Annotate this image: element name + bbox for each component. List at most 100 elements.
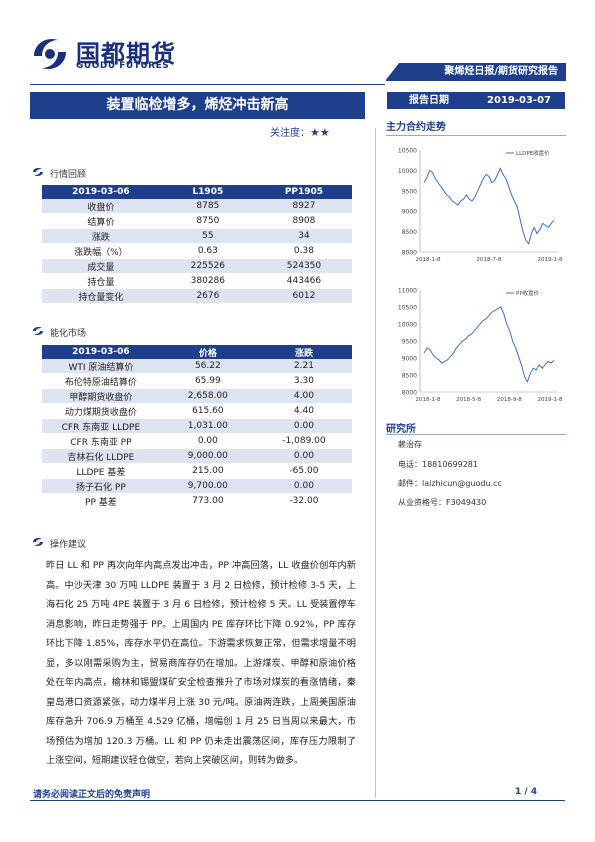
row-value: 215.00 xyxy=(159,463,256,479)
report-type-band: 聚烯烃日报/期货研究报告 xyxy=(385,63,566,81)
row-label: WTI 原油结算价 xyxy=(42,359,160,374)
table-header: 涨跌 xyxy=(255,345,352,359)
table-row: 持仓量变化 2676 6012 xyxy=(42,288,352,304)
row-label: 涨跌幅（%） xyxy=(42,243,160,259)
row-label: 结算价 xyxy=(42,213,160,229)
report-date-label: 报告日期 xyxy=(409,95,449,106)
x-tick-label: 2019-1-8 xyxy=(538,397,563,403)
row-value: 8927 xyxy=(255,199,352,214)
report-type: 聚烯烃日报/期货研究报告 xyxy=(444,66,558,77)
row-value: 0.00 xyxy=(159,433,256,449)
attention-rating: 关注度：★★ xyxy=(270,124,330,139)
row-value: 55 xyxy=(159,228,256,244)
license-label: 从业资格号： xyxy=(398,498,446,507)
row-value: 1,031.00 xyxy=(159,418,256,434)
main-contract-heading: 主力合约走势 xyxy=(386,122,446,133)
y-tick-label: 9500 xyxy=(402,188,417,195)
row-value: 9,700.00 xyxy=(159,478,256,494)
row-value: 0.00 xyxy=(255,478,352,494)
row-value: 443466 xyxy=(255,273,352,289)
row-value: 0.38 xyxy=(255,243,352,259)
x-tick-label: 2019-1-8 xyxy=(538,257,563,263)
page-title: 装置临检增多，烯烃冲击新高 xyxy=(30,92,365,119)
y-tick-label: 10500 xyxy=(398,148,417,155)
table-header: L1905 xyxy=(159,185,256,199)
row-label: 吉林石化 LLDPE xyxy=(42,448,160,464)
header-divider xyxy=(30,84,385,85)
row-value: 380286 xyxy=(159,273,256,289)
main-contract-divider xyxy=(386,135,566,136)
row-label: 成交量 xyxy=(42,258,160,274)
table-row: 成交量 225526 524350 xyxy=(42,258,352,274)
y-tick-label: 8500 xyxy=(402,229,417,236)
y-tick-label: 8500 xyxy=(402,373,417,380)
row-value: 4.00 xyxy=(255,388,352,404)
legend-label: PP收盘价 xyxy=(516,289,540,297)
table-row: 扬子石化 PP 9,700.00 0.00 xyxy=(42,478,352,494)
x-tick-label: 2018-9-8 xyxy=(497,397,522,403)
row-label: CFR 东南亚 PP xyxy=(42,433,160,449)
row-label: 甲醇期货收盘价 xyxy=(42,388,160,404)
page-number: 1 / 4 xyxy=(515,787,538,797)
y-tick-label: 9000 xyxy=(402,209,417,216)
guodu-logo-icon xyxy=(34,38,66,70)
row-value: -65.00 xyxy=(255,463,352,479)
row-value: 773.00 xyxy=(159,493,256,509)
legend-label: LLDPE收盘价 xyxy=(516,149,550,157)
y-tick-label: 10500 xyxy=(398,305,417,312)
y-tick-label: 8000 xyxy=(402,390,417,397)
row-label: 动力煤期货收盘价 xyxy=(42,403,160,419)
y-tick-label: 10000 xyxy=(398,322,417,329)
researcher-phone: 电话：18810699281 xyxy=(398,459,478,470)
row-value: 2,658.00 xyxy=(159,388,256,404)
table-row: LLDPE 基差 215.00 -65.00 xyxy=(42,463,352,479)
row-label: 布伦特原油结算价 xyxy=(42,373,160,389)
row-value: 6012 xyxy=(255,288,352,304)
y-tick-label: 8000 xyxy=(402,250,417,257)
report-date-value: 2019-03-07 xyxy=(487,95,551,106)
email-label: 邮件： xyxy=(398,479,422,488)
researcher-license: 从业资格号：F3049430 xyxy=(398,497,486,508)
row-value: 2.21 xyxy=(255,359,352,374)
row-value: 8785 xyxy=(159,199,256,214)
section-bullet-icon xyxy=(33,538,43,546)
table-row: 涨跌幅（%） 0.63 0.38 xyxy=(42,243,352,259)
row-value: 8908 xyxy=(255,213,352,229)
logo-chinese: 国都期货 xyxy=(76,40,176,68)
phone-label: 电话： xyxy=(398,460,422,469)
series-line xyxy=(423,306,555,383)
row-value: 615.60 xyxy=(159,403,256,419)
row-value: 2676 xyxy=(159,288,256,304)
table-row: PP 基差 773.00 -32.00 xyxy=(42,493,352,509)
y-tick-label: 11000 xyxy=(398,288,417,295)
table-row: 吉林石化 LLDPE 9,000.00 0.00 xyxy=(42,448,352,464)
row-label: CFR 东南亚 LLDPE xyxy=(42,418,160,434)
row-value: 0.00 xyxy=(255,448,352,464)
researcher-name: 赖治存 xyxy=(398,440,422,449)
row-label: 扬子石化 PP xyxy=(42,478,160,494)
table-row: 布伦特原油结算价 65.99 3.30 xyxy=(42,373,352,389)
row-label: 持仓量变化 xyxy=(42,288,160,304)
table-row: CFR 东南亚 LLDPE 1,031.00 0.00 xyxy=(42,418,352,434)
table-row: 涨跌 55 34 xyxy=(42,228,352,244)
operation-label: 操作建议 xyxy=(50,540,87,550)
row-label: 持仓量 xyxy=(42,273,160,289)
license-value: F3049430 xyxy=(446,498,487,507)
x-tick-label: 2018-1-8 xyxy=(416,397,441,403)
research-heading: 研究所 xyxy=(386,424,416,435)
row-value: 9,000.00 xyxy=(159,448,256,464)
section-bullet-icon xyxy=(33,168,43,176)
column-divider xyxy=(375,128,376,798)
energy-market-label: 能化市场 xyxy=(50,329,87,339)
row-label: 涨跌 xyxy=(42,228,160,244)
row-value: 56.22 xyxy=(159,359,256,374)
table-row: 持仓量 380286 443466 xyxy=(42,273,352,289)
market-review-label: 行情回顾 xyxy=(50,170,87,180)
table-row: 甲醇期货收盘价 2,658.00 4.00 xyxy=(42,388,352,404)
table-row: WTI 原油结算价 56.22 2.21 xyxy=(42,359,352,374)
email-value[interactable]: laizhicun@guodu.cc xyxy=(422,479,502,488)
disclaimer-link[interactable]: 请务必阅读正文后的免责声明 xyxy=(33,790,151,800)
footer-divider xyxy=(30,800,565,801)
